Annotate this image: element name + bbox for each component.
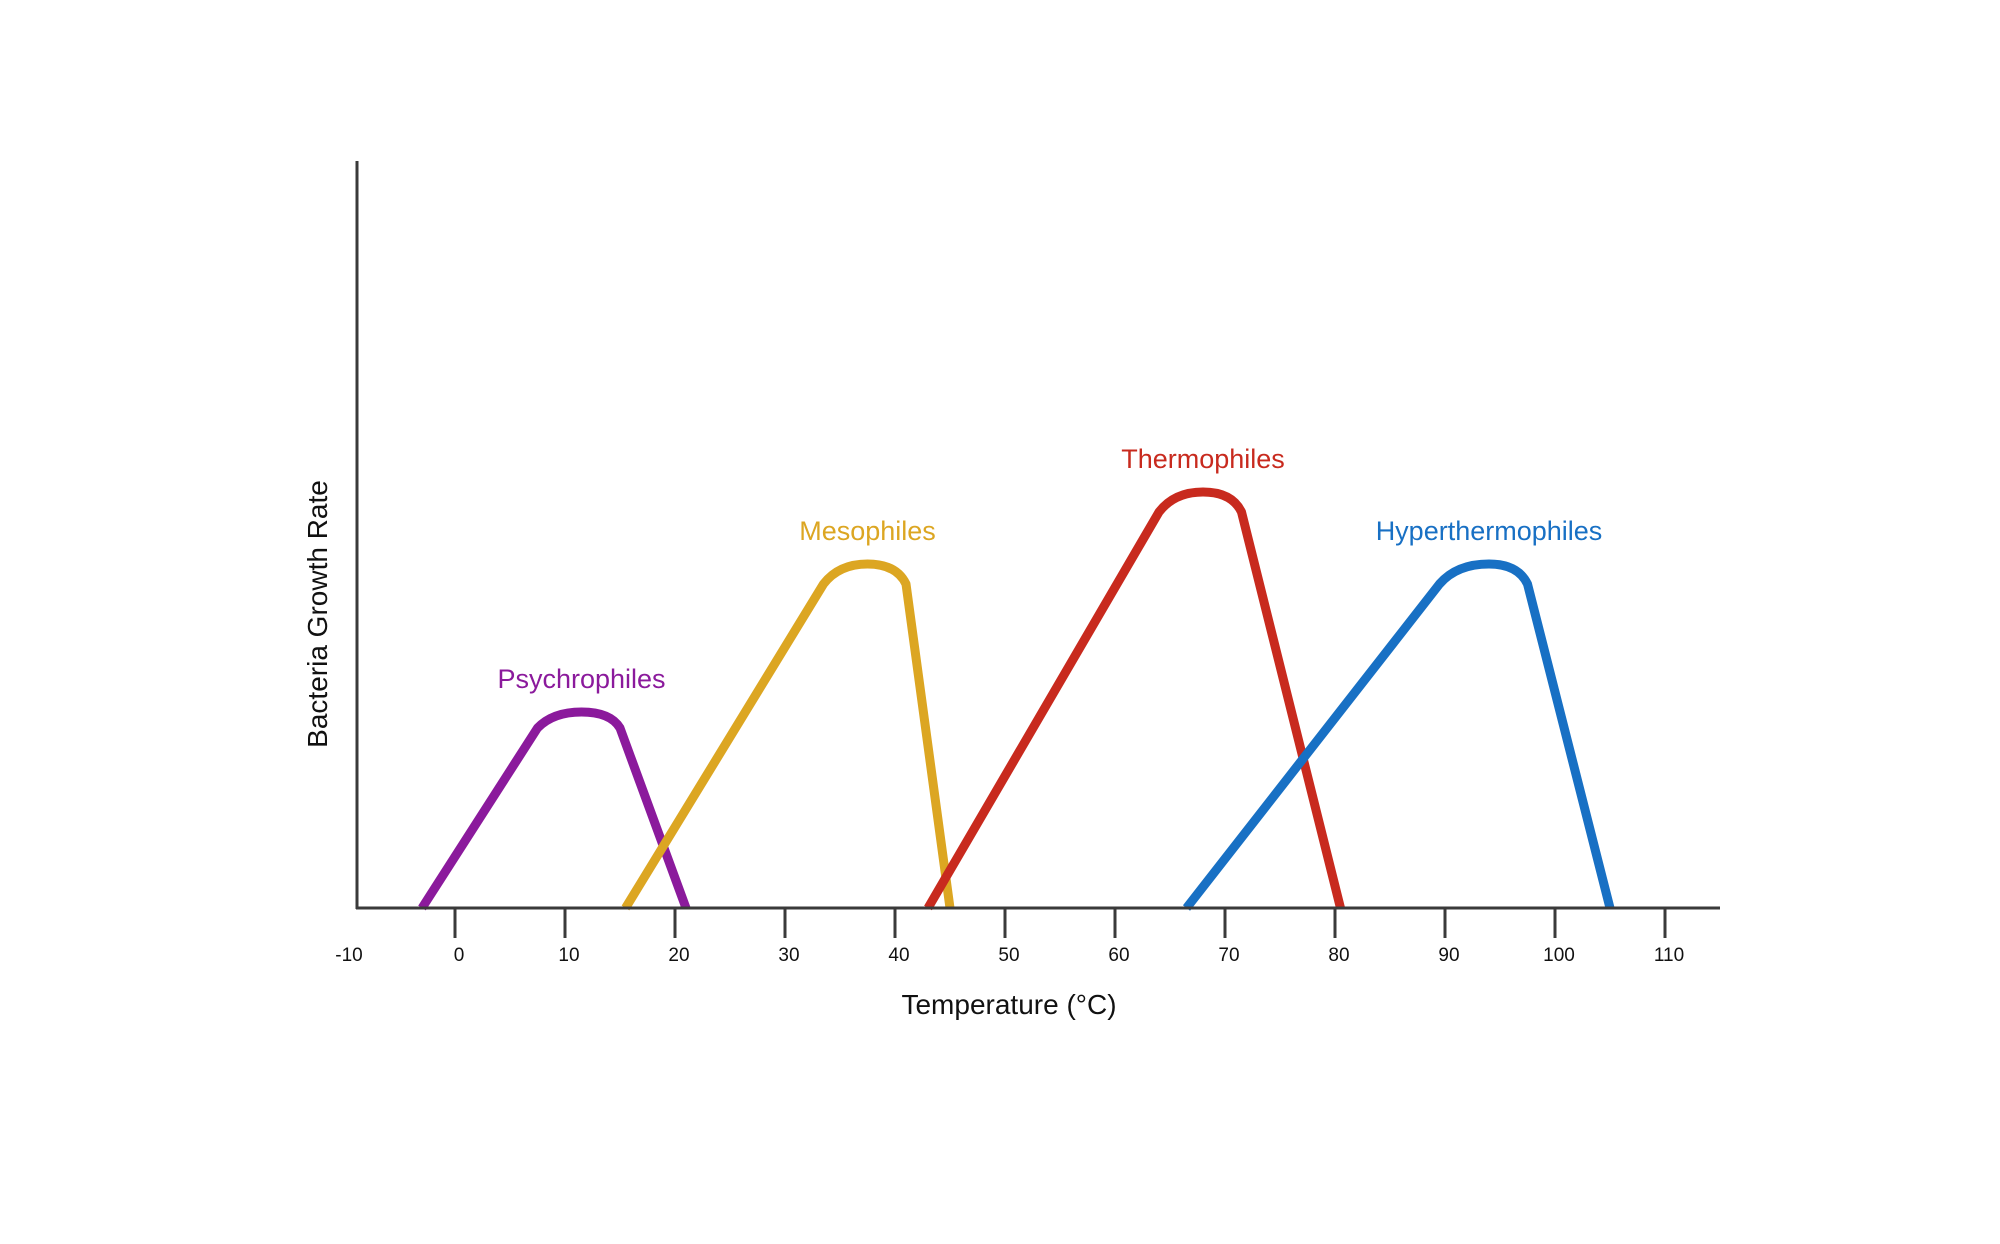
series-label-hyperthermophiles: Hyperthermophiles bbox=[1376, 516, 1603, 546]
x-axis-title: Temperature (°C) bbox=[901, 989, 1116, 1020]
x-tick-label-110: 110 bbox=[1654, 945, 1684, 966]
x-tick-label-40: 40 bbox=[888, 945, 909, 966]
x-tick-label-30: 30 bbox=[778, 945, 799, 966]
series-label-psychrophiles: Psychrophiles bbox=[497, 664, 665, 694]
series-line-mesophiles bbox=[621, 559, 955, 911]
x-tick-label-70: 70 bbox=[1218, 945, 1239, 966]
x-tick-label-0: 0 bbox=[454, 945, 465, 966]
series-line-psychrophiles bbox=[418, 707, 691, 911]
x-tick-label-10: 10 bbox=[558, 945, 579, 966]
growth-curves bbox=[418, 487, 1615, 911]
x-tick-label--10: -10 bbox=[335, 945, 362, 966]
x-tick-label-100: 100 bbox=[1543, 945, 1575, 966]
x-axis-ticks bbox=[453, 908, 1667, 938]
series-line-hyperthermophiles bbox=[1182, 559, 1615, 911]
x-tick-label-20: 20 bbox=[668, 945, 689, 966]
x-tick-label-50: 50 bbox=[998, 945, 1019, 966]
x-tick-label-90: 90 bbox=[1438, 945, 1459, 966]
x-axis-tick-labels: -10 0 10 20 30 40 50 60 70 80 90 100 110 bbox=[335, 945, 1684, 966]
series-line-thermophiles bbox=[924, 487, 1345, 911]
series-labels: Psychrophiles Mesophiles Thermophiles Hyper… bbox=[497, 444, 1602, 694]
series-label-thermophiles: Thermophiles bbox=[1121, 444, 1285, 474]
series-label-mesophiles: Mesophiles bbox=[799, 516, 936, 546]
y-axis-title: Bacteria Growth Rate bbox=[302, 480, 333, 748]
x-tick-label-60: 60 bbox=[1108, 945, 1129, 966]
x-tick-label-80: 80 bbox=[1328, 945, 1349, 966]
